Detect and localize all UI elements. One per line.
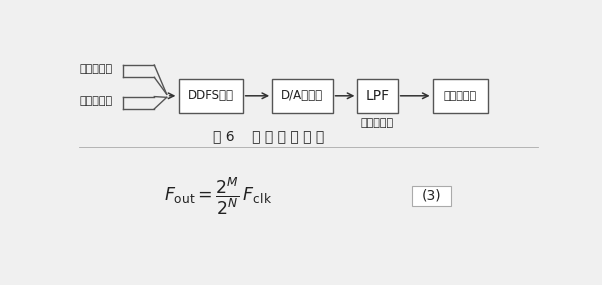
Text: 频率字输入: 频率字输入 xyxy=(79,96,112,106)
Bar xyxy=(358,79,398,113)
Bar xyxy=(272,79,332,113)
Text: LPF: LPF xyxy=(365,89,389,103)
Text: 低通滤波器: 低通滤波器 xyxy=(361,118,394,128)
Text: (3): (3) xyxy=(422,189,441,203)
Text: 图 6    系 统 结 构 框 图: 图 6 系 统 结 构 框 图 xyxy=(213,129,324,143)
Bar xyxy=(179,79,243,113)
Text: 正弦波输出: 正弦波输出 xyxy=(444,91,477,101)
Bar xyxy=(432,79,488,113)
Text: DDFS系统: DDFS系统 xyxy=(188,89,234,102)
Text: D/A转换器: D/A转换器 xyxy=(281,89,323,102)
Text: $F_{\mathrm{out}} = \dfrac{2^{M}}{2^{N}}\,F_{\mathrm{clk}}$: $F_{\mathrm{out}} = \dfrac{2^{M}}{2^{N}}… xyxy=(164,175,273,217)
Bar xyxy=(412,186,451,206)
Text: 相位字输入: 相位字输入 xyxy=(79,64,112,74)
